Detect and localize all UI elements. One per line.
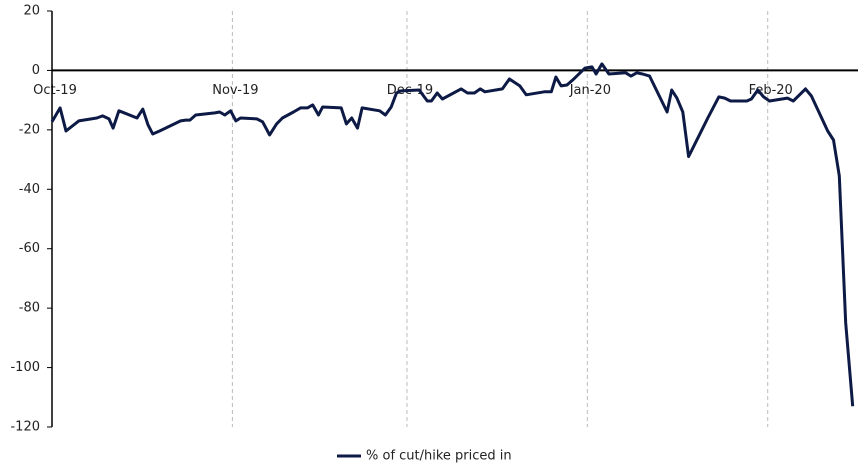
y-tick-label: 0	[32, 63, 40, 78]
y-tick-label: 20	[23, 4, 40, 19]
x-tick-label: Nov-19	[212, 83, 258, 98]
legend-label: % of cut/hike priced in	[366, 449, 512, 464]
y-tick-label: -60	[19, 241, 40, 256]
x-tick-label: Jan-20	[569, 83, 611, 98]
y-tick-label: -120	[10, 420, 40, 435]
y-tick-label: -40	[19, 182, 40, 197]
data-line	[50, 62, 855, 407]
y-tick-label: -100	[10, 360, 40, 375]
y-tick-label: -20	[19, 122, 40, 137]
x-tick-label: Oct-19	[33, 83, 77, 98]
y-tick-label: -80	[19, 301, 40, 316]
